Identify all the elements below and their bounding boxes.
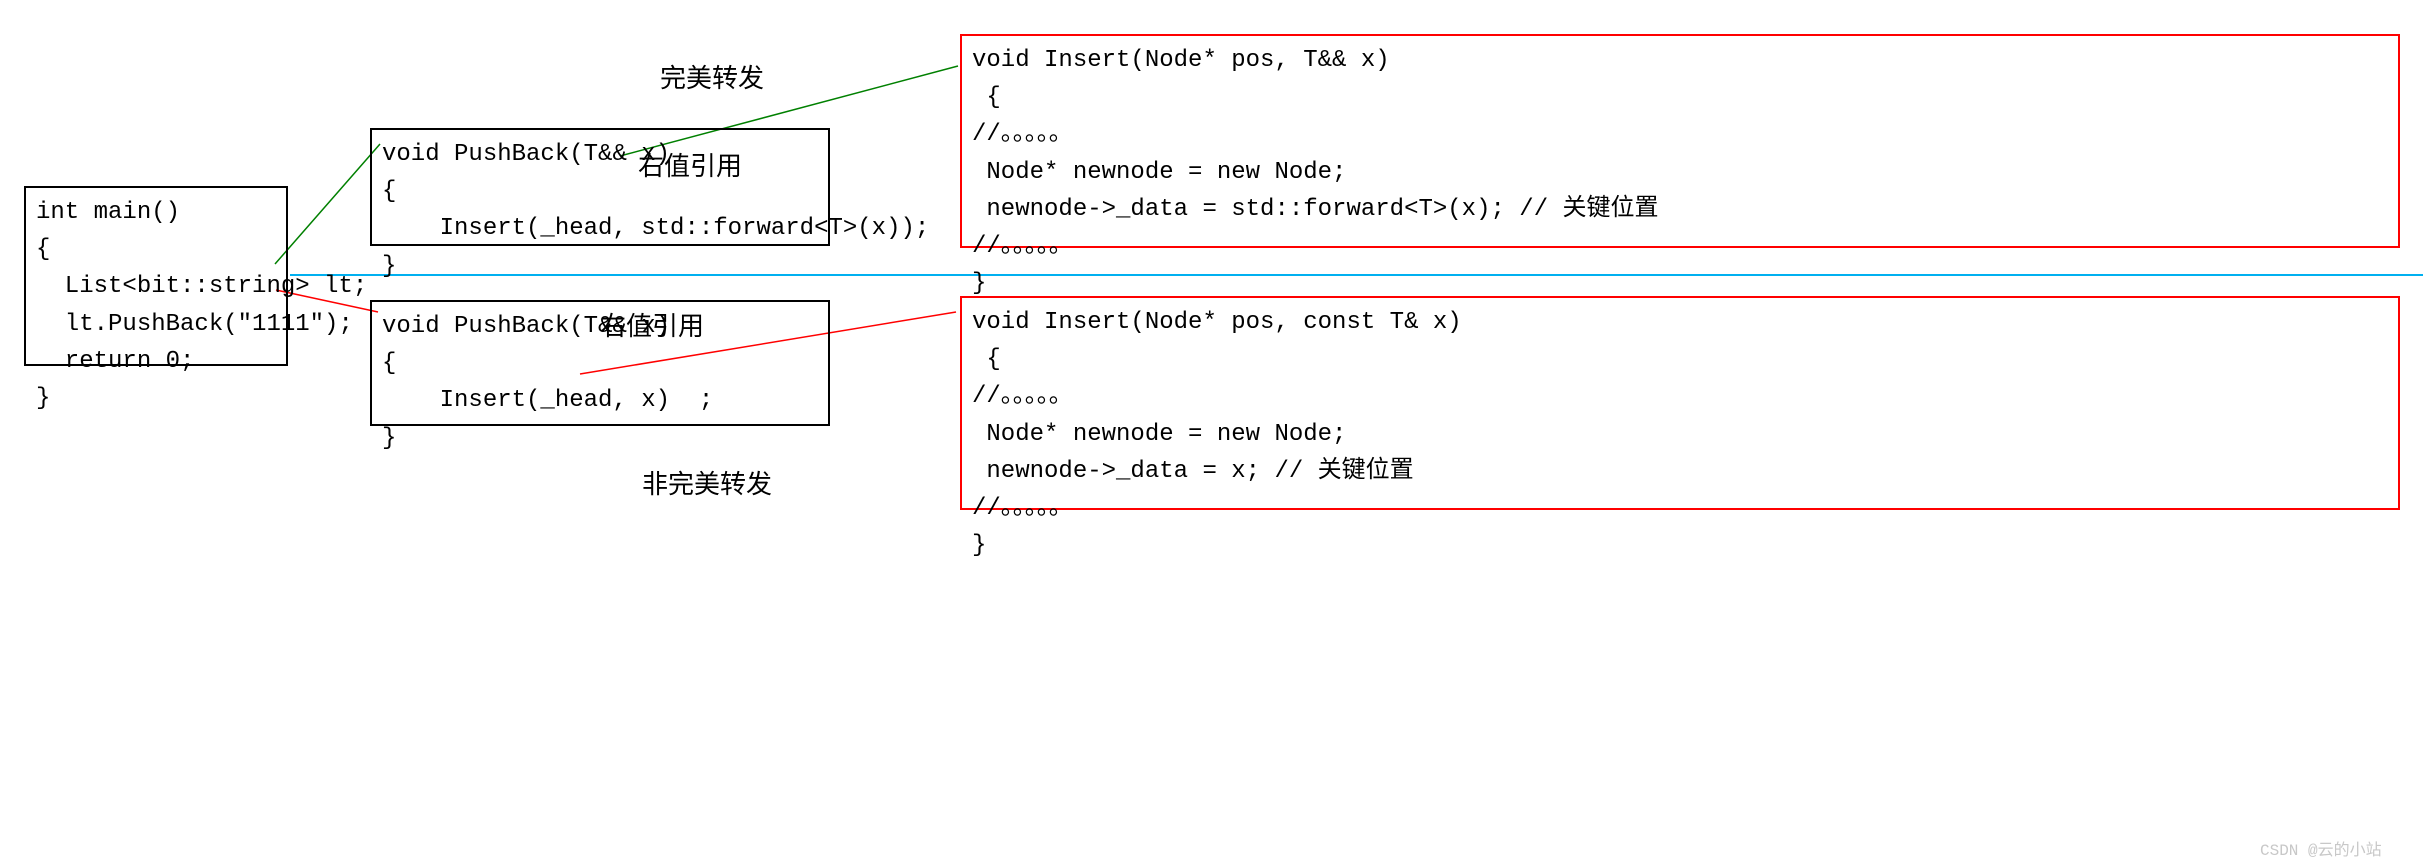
diagram-canvas: int main() { List<bit::string> lt; lt.Pu… — [0, 0, 2423, 860]
box-pushback-top: void PushBack(T&& x) { Insert(_head, std… — [370, 128, 830, 246]
label-perfect-forward: 完美转发 — [660, 58, 764, 95]
green-line-main-pushback — [275, 144, 380, 264]
watermark-text: CSDN @云的小站 — [2260, 836, 2382, 860]
box-insert-bottom: void Insert(Node* pos, const T& x) { //。… — [960, 296, 2400, 510]
label-rvalue-ref-top: 右值引用 — [638, 146, 742, 183]
label-not-perfect: 非完美转发 — [642, 464, 772, 501]
box-main: int main() { List<bit::string> lt; lt.Pu… — [24, 186, 288, 366]
label-rvalue-ref-bottom: 右值引用 — [600, 306, 704, 343]
box-insert-top: void Insert(Node* pos, T&& x) { //。。。。。 … — [960, 34, 2400, 248]
